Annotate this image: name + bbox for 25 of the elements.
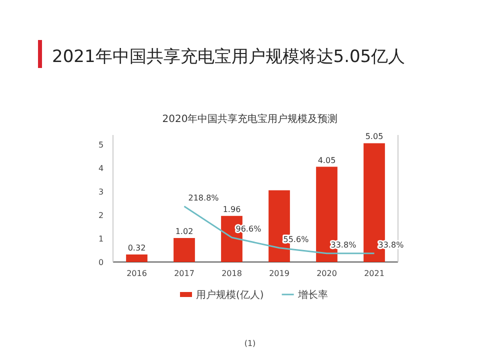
bar <box>126 254 148 262</box>
x-tick-label: 2019 <box>269 269 290 278</box>
y-tick-label: 0 <box>98 258 104 267</box>
y-tick-label: 4 <box>98 164 104 173</box>
legend-label: 增长率 <box>296 289 328 301</box>
y-tick-label: 3 <box>98 187 104 196</box>
chart-subtitle: 2020年中国共享充电宝用户规模及预测 <box>162 113 338 125</box>
y-tick-label: 1 <box>98 234 104 244</box>
x-tick-label: 2017 <box>174 269 194 278</box>
y-tick-label: 5 <box>98 140 104 150</box>
x-tick-label: 2020 <box>316 269 337 278</box>
data-label: 4.05 <box>318 156 336 165</box>
x-tick-label: 2021 <box>364 269 384 278</box>
x-tick-label: 2016 <box>126 269 147 278</box>
x-tick-label: 2018 <box>222 269 242 278</box>
data-label: 1.02 <box>175 227 194 236</box>
y-tick-label: 2 <box>98 210 104 220</box>
data-label: 1.96 <box>222 204 241 214</box>
chart-title: 2021年中国共享充电宝用户规模将达5.05亿人 <box>52 47 406 67</box>
data-label: 5.05 <box>365 132 384 142</box>
legend-label: 用户规模(亿人) <box>196 289 264 301</box>
text: (1) <box>244 339 256 348</box>
data-label: 0.32 <box>128 243 146 252</box>
bar <box>174 238 195 262</box>
data-label: 218.8% <box>188 193 220 202</box>
